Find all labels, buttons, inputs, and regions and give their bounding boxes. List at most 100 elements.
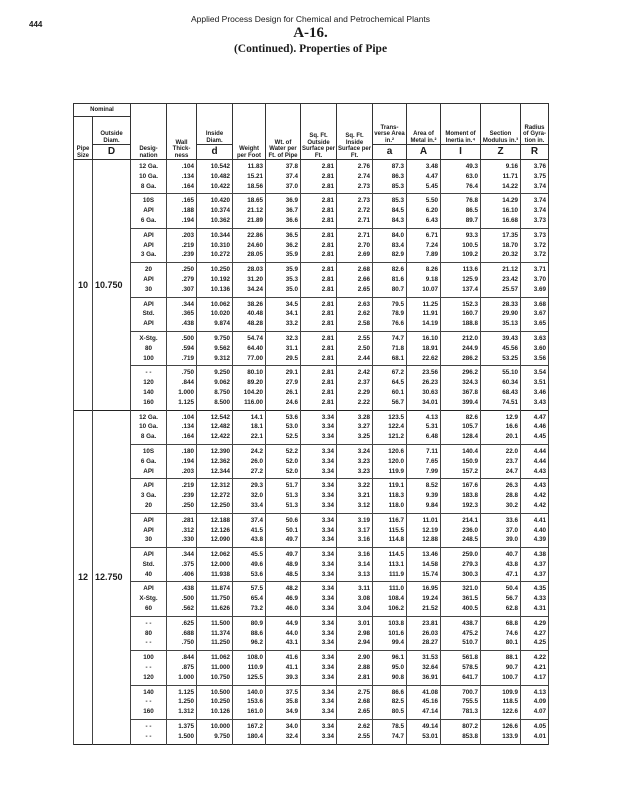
cell-metal-area: 14.58: [406, 559, 442, 570]
cell-designation: 140: [130, 387, 168, 398]
cell-section-modulus: 23.7: [480, 456, 522, 467]
cell-water-weight: 52.2: [265, 443, 302, 457]
cell-radius-gyration: 3.74: [520, 193, 550, 207]
table-row: 80.594 9.562 64.40 31.1 2.81 2.50 71.8 18.91 244…: [74, 343, 550, 354]
cell-outside-surface: 2.81: [300, 158, 338, 172]
cell-designation: 12 Ga.: [130, 409, 168, 423]
table-row: 6 Ga. .194 12.362 26.0 52.0 3.34 3.23 120.0 7.65…: [74, 456, 550, 467]
cell-weight: 38.26: [232, 296, 267, 310]
table-body: 10 10.750 12 Ga. .104 10.542 11.83 37.8 2.81 2.7…: [73, 158, 550, 745]
cell-weight: 48.28: [232, 319, 267, 332]
cell-designation: - -: [130, 663, 168, 673]
cell-wall-thickness: .500: [166, 594, 198, 605]
cell-water-weight: 43.1: [265, 638, 302, 651]
cell-section-modulus: 20.1: [480, 432, 522, 445]
cell-inside-surface: 2.76: [336, 158, 374, 172]
cell-designation: API: [130, 512, 168, 526]
cell-moment-inertia: 76.8: [440, 193, 482, 207]
cell-water-weight: 51.3: [265, 491, 302, 501]
cell-weight: 18.65: [232, 193, 267, 207]
cell-metal-area: 10.07: [406, 284, 442, 298]
table-row: - - .875 11.000 110.9 41.1 3.34 2.88 95.0 32.64 5…: [74, 663, 550, 673]
cell-transverse-area: 84.0: [372, 227, 408, 241]
cell-moment-inertia: 244.9: [440, 343, 482, 354]
cell-moment-inertia: 212.0: [440, 330, 482, 344]
cell-section-modulus: 29.90: [480, 309, 522, 320]
cell-weight: 29.3: [232, 478, 267, 492]
table-row: 140 1.000 8.750 104.20 26.1 2.81 2.29 60.1 30.63…: [74, 387, 550, 398]
cell-wall-thickness: .406: [166, 569, 198, 582]
cell-metal-area: 3.48: [406, 158, 442, 172]
cell-section-modulus: 53.25: [480, 353, 522, 366]
cell-outside-surface: 2.81: [300, 387, 338, 398]
cell-inside-surface: 3.28: [336, 409, 374, 423]
cell-designation: - -: [130, 638, 168, 651]
cell-water-weight: 49.7: [265, 547, 302, 560]
cell-weight: 116.00: [232, 397, 267, 411]
cell-metal-area: 53.01: [406, 731, 442, 745]
cell-transverse-area: 56.7: [372, 397, 408, 411]
cell-inside-diam: 12.542: [196, 409, 234, 423]
cell-outside-surface: 2.81: [300, 319, 338, 332]
cell-wall-thickness: .307: [166, 284, 198, 298]
cell-section-modulus: 74.51: [480, 397, 522, 411]
cell-inside-surface: 2.94: [336, 638, 374, 651]
cell-metal-area: 16.95: [406, 581, 442, 595]
header-inside-diam: Inside Diam.: [196, 103, 234, 145]
cell-transverse-area: 78.9: [372, 309, 408, 320]
cell-radius-gyration: 4.42: [520, 491, 550, 501]
cell-transverse-area: 85.3: [372, 193, 408, 207]
table-row: API .219 12.312 29.3 51.7 3.34 3.22 119.1 8.52 16…: [74, 478, 550, 492]
table-row: X-Stg. .500 9.750 54.74 32.3 2.81 2.55 74.7 16.1…: [74, 330, 550, 344]
cell-weight: 18.1: [232, 422, 267, 433]
cell-designation: Std.: [130, 559, 168, 570]
cell-designation: API: [130, 206, 168, 216]
cell-inside-diam: 12.090: [196, 535, 234, 548]
cell-water-weight: 29.1: [265, 365, 302, 379]
cell-inside-surface: 2.50: [336, 343, 374, 354]
cell-outside-surface: 2.81: [300, 274, 338, 285]
header-wall-thickness: Wall Thick- ness: [166, 103, 198, 160]
cell-radius-gyration: 4.35: [520, 581, 550, 595]
cell-wall-thickness: 1.125: [166, 397, 198, 411]
cell-wall-thickness: .250: [166, 500, 198, 514]
cell-weight: 21.12: [232, 206, 267, 216]
cell-wall-thickness: 1.000: [166, 387, 198, 398]
cell-moment-inertia: 296.2: [440, 365, 482, 379]
cell-water-weight: 34.9: [265, 707, 302, 720]
cell-outside-surface: 2.81: [300, 250, 338, 263]
cell-metal-area: 7.24: [406, 240, 442, 251]
cell-metal-area: 4.13: [406, 409, 442, 423]
cell-inside-diam: 10.500: [196, 684, 234, 698]
cell-inside-surface: 2.74: [336, 171, 374, 182]
cell-inside-surface: 2.70: [336, 240, 374, 251]
cell-weight: 37.4: [232, 512, 267, 526]
cell-inside-surface: 2.66: [336, 274, 374, 285]
cell-metal-area: 9.84: [406, 500, 442, 514]
cell-wall-thickness: .844: [166, 378, 198, 388]
cell-metal-area: 5.45: [406, 181, 442, 194]
cell-radius-gyration: 4.37: [520, 569, 550, 582]
cell-outside-surface: 3.34: [300, 409, 338, 423]
cell-moment-inertia: 167.6: [440, 478, 482, 492]
cell-radius-gyration: 4.13: [520, 684, 550, 698]
cell-metal-area: 8.26: [406, 262, 442, 275]
cell-radius-gyration: 4.38: [520, 547, 550, 560]
table-row: API .344 10.062 38.26 34.5 2.81 2.63 79.5 11.25 1…: [74, 296, 550, 310]
cell-radius-gyration: 3.69: [520, 284, 550, 298]
cell-transverse-area: 74.7: [372, 330, 408, 344]
cell-weight: 77.00: [232, 353, 267, 366]
cell-metal-area: 11.91: [406, 309, 442, 320]
cell-inside-surface: 3.11: [336, 581, 374, 595]
cell-transverse-area: 82.9: [372, 250, 408, 263]
cell-transverse-area: 103.8: [372, 615, 408, 629]
cell-wall-thickness: .188: [166, 206, 198, 216]
cell-moment-inertia: 128.4: [440, 432, 482, 445]
table-row: - -1.250 10.250 153.6 35.8 3.34 2.68 82.5 45.16…: [74, 697, 550, 708]
cell-outside-surface: 3.34: [300, 697, 338, 708]
cell-inside-diam: 9.562: [196, 343, 234, 354]
cell-metal-area: 6.71: [406, 227, 442, 241]
cell-water-weight: 51.7: [265, 478, 302, 492]
cell-metal-area: 6.43: [406, 215, 442, 229]
cell-inside-surface: 2.68: [336, 262, 374, 275]
